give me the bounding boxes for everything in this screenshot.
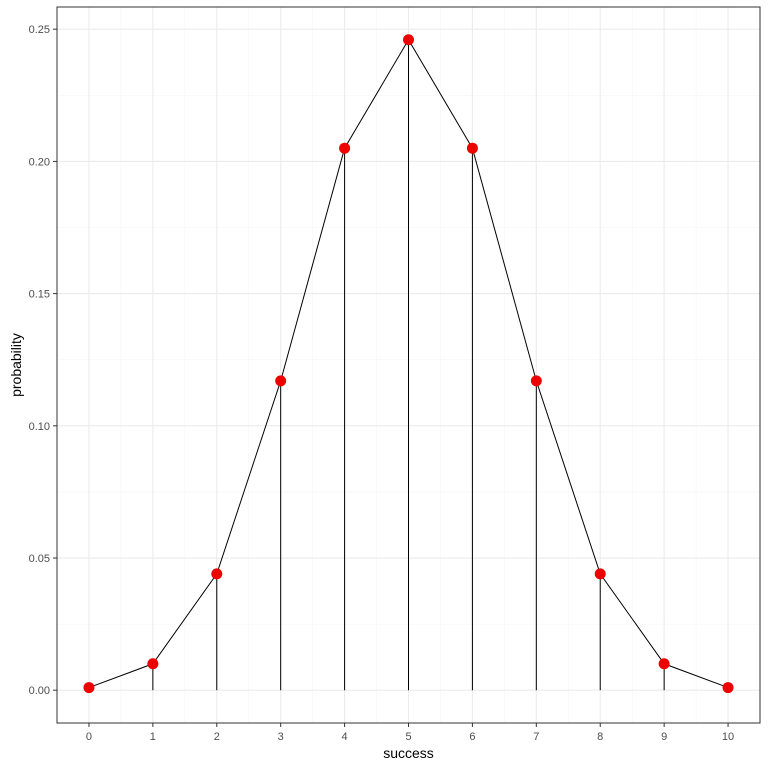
y-tick-label: 0.20	[29, 156, 50, 168]
y-tick-label: 0.15	[29, 289, 50, 301]
x-tick-label: 7	[533, 731, 539, 743]
x-tick-label: 2	[214, 731, 220, 743]
data-point-6	[466, 142, 478, 154]
x-axis-title: success	[383, 745, 434, 761]
y-tick-label: 0.00	[29, 685, 50, 697]
data-point-10	[722, 682, 734, 694]
data-point-2	[211, 568, 223, 580]
data-point-1	[147, 658, 159, 670]
y-tick-label: 0.05	[29, 553, 50, 565]
x-tick-label: 9	[661, 731, 667, 743]
data-point-4	[339, 142, 351, 154]
y-axis-title: probability	[8, 333, 24, 397]
data-points	[83, 34, 734, 694]
x-tick-label: 5	[405, 731, 411, 743]
x-tick-label: 3	[278, 731, 284, 743]
data-point-7	[530, 375, 542, 387]
x-tick-label: 8	[597, 731, 603, 743]
x-axis-ticks: 0 1 2 3 4 5 6 7 8 9 10	[86, 723, 734, 743]
data-point-0	[83, 682, 95, 694]
x-tick-label: 6	[469, 731, 475, 743]
x-tick-label: 10	[722, 731, 734, 743]
y-tick-label: 0.25	[29, 24, 50, 36]
x-tick-label: 4	[342, 731, 348, 743]
y-axis-ticks: 0.00 0.05 0.10 0.15 0.20 0.25	[29, 24, 57, 697]
y-tick-label: 0.10	[29, 421, 50, 433]
x-tick-label: 0	[86, 731, 92, 743]
x-tick-label: 1	[150, 731, 156, 743]
data-point-5	[403, 34, 414, 46]
data-point-3	[275, 375, 287, 387]
data-point-8	[594, 568, 606, 580]
data-point-9	[658, 658, 670, 670]
